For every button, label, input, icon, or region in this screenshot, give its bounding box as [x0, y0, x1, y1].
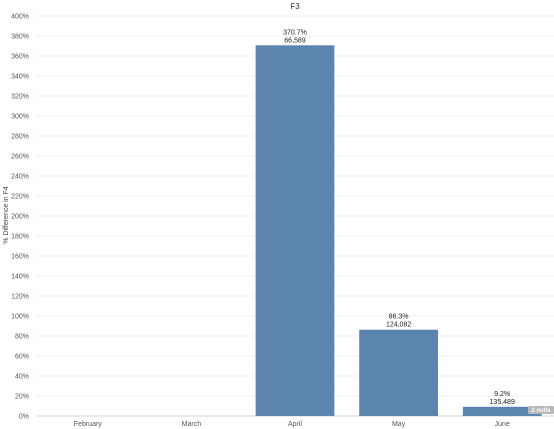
- y-tick-label: 260%: [11, 154, 29, 161]
- x-tick-label: May: [392, 421, 406, 428]
- y-tick-label: 60%: [15, 354, 29, 361]
- bar-percent-label: 370.7%: [283, 29, 307, 36]
- bars: [255, 45, 542, 417]
- nulls-indicator-label: 2 nulls: [531, 408, 551, 414]
- y-tick-label: 120%: [11, 294, 29, 301]
- y-tick-label: 200%: [11, 214, 29, 221]
- x-axis-ticks: February March April May June: [74, 421, 510, 428]
- bar[interactable]: [462, 406, 542, 416]
- y-tick-label: 160%: [11, 254, 29, 261]
- y-tick-label: 360%: [11, 54, 29, 61]
- bar-count-label: 135,489: [490, 399, 515, 406]
- y-tick-label: 140%: [11, 274, 29, 281]
- bar-percent-label: 86.3%: [389, 314, 409, 321]
- bar-count-label: 124,082: [386, 322, 411, 329]
- y-tick-label: 0%: [19, 414, 29, 421]
- y-tick-label: 180%: [11, 234, 29, 241]
- nulls-indicator[interactable]: 2 nulls: [528, 406, 554, 414]
- bar-count-label: 66,589: [284, 37, 306, 44]
- y-tick-label: 80%: [15, 334, 29, 341]
- x-tick-label: March: [182, 421, 202, 428]
- nulls-indicator-badge[interactable]: [528, 406, 554, 414]
- y-tick-label: 340%: [11, 74, 29, 81]
- bar[interactable]: [255, 45, 335, 417]
- x-tick-label: February: [74, 421, 103, 428]
- x-tick-label: April: [288, 421, 302, 428]
- x-tick-label: June: [495, 421, 510, 428]
- y-tick-label: 220%: [11, 194, 29, 201]
- chart-title: F3: [290, 2, 300, 11]
- bar[interactable]: [359, 329, 438, 416]
- y-tick-label: 400%: [11, 14, 29, 21]
- y-tick-label: 240%: [11, 174, 29, 181]
- y-tick-label: 100%: [11, 314, 29, 321]
- y-tick-label: 320%: [11, 94, 29, 101]
- y-tick-label: 300%: [11, 114, 29, 121]
- y-tick-label: 380%: [11, 34, 29, 41]
- y-tick-label: 40%: [15, 374, 29, 381]
- y-axis-ticks: 0% 20% 40% 60% 80% 100% 120% 140% 160% 180% 200% 22…: [11, 14, 29, 421]
- y-tick-label: 280%: [11, 134, 29, 141]
- y-axis-label: % Difference in F4: [3, 186, 10, 244]
- data-labels: 370.7%66,589 86.3%124,082 9.2%135,489: [283, 29, 515, 406]
- bar-percent-label: 9.2%: [494, 391, 510, 398]
- y-tick-label: 20%: [15, 394, 29, 401]
